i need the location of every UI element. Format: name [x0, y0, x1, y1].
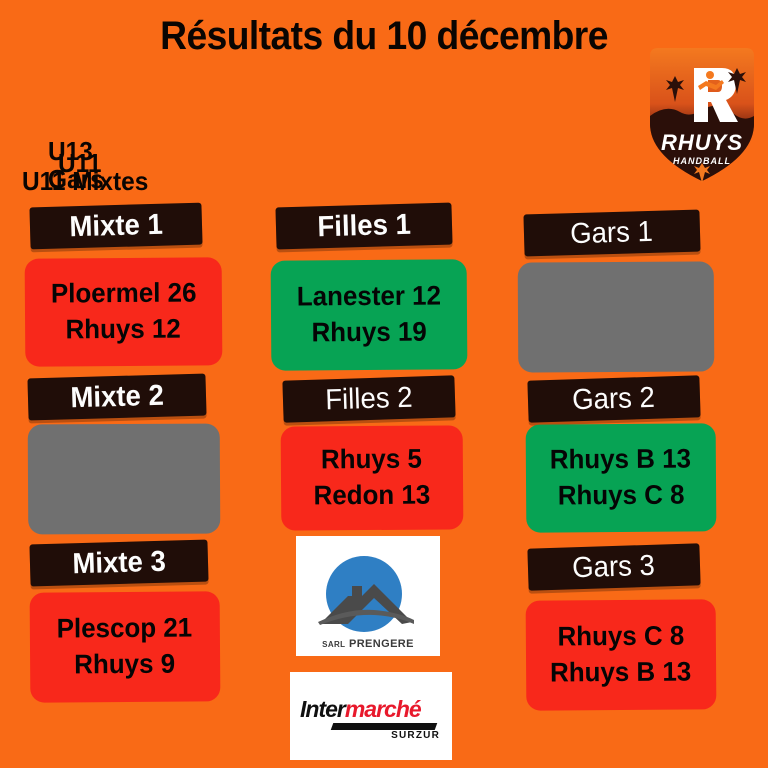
- match-result-gars-2: Rhuys B 13 Rhuys C 8: [525, 423, 717, 533]
- result-line-1: Lanester 12: [296, 280, 442, 312]
- match-label-filles-1: Filles 1: [275, 202, 453, 250]
- result-line-2: Rhuys B 13: [550, 656, 692, 688]
- match-label-mixte-2: Mixte 2: [27, 373, 207, 421]
- column-heading-u11-mixtes: U11 Mixtes: [22, 166, 149, 196]
- column-heading-u13-gars: U13 Gars: [48, 136, 104, 194]
- result-line-2: Redon 13: [313, 479, 431, 511]
- prengere-wordmark: SARL PRENGERE: [296, 638, 440, 650]
- shield-icon: RHUYS HANDBALL: [650, 48, 754, 183]
- result-line-1: Plescop 21: [57, 612, 193, 644]
- match-result-mixte-3: Plescop 21 Rhuys 9: [29, 591, 221, 703]
- match-result-mixte-2: [27, 423, 221, 535]
- result-line-2: Rhuys 19: [311, 316, 427, 348]
- intermarche-town: SURZUR: [391, 730, 440, 741]
- result-line-2: Rhuys 9: [74, 648, 176, 680]
- intermarche-part2: marché: [344, 696, 422, 722]
- match-result-filles-2: Rhuys 5 Redon 13: [280, 425, 464, 531]
- logo-club-name: RHUYS: [661, 130, 743, 155]
- result-line-1: Ploermel 26: [50, 277, 197, 309]
- sponsor-logo-intermarche: Intermarché SURZUR: [290, 672, 452, 760]
- match-label-filles-2: Filles 2: [282, 375, 456, 423]
- prengere-name: PRENGERE: [348, 638, 414, 650]
- intermarche-underline-bar: [330, 723, 438, 730]
- match-result-mixte-1: Ploermel 26 Rhuys 12: [24, 257, 223, 367]
- prengere-prefix: SARL: [322, 640, 346, 649]
- sponsor-logo-prengere: SARL PRENGERE: [296, 536, 440, 656]
- prengere-house-icon: [318, 584, 414, 625]
- result-line-2: Rhuys C 8: [557, 479, 685, 511]
- intermarche-wordmark: Intermarché: [300, 696, 442, 723]
- match-label-gars-3: Gars 3: [527, 543, 701, 591]
- match-label-mixte-1: Mixte 1: [29, 202, 203, 250]
- rhuys-handball-shield-logo: RHUYS HANDBALL: [646, 44, 758, 184]
- match-result-filles-1: Lanester 12 Rhuys 19: [270, 259, 468, 371]
- result-line-1: Rhuys C 8: [557, 620, 685, 652]
- page-title: Résultats du 10 décembre: [160, 14, 608, 58]
- match-result-gars-3: Rhuys C 8 Rhuys B 13: [525, 599, 717, 711]
- match-label-mixte-3: Mixte 3: [29, 539, 209, 587]
- result-line-2: Rhuys 12: [65, 313, 182, 345]
- intermarche-part1: Inter: [300, 696, 346, 722]
- result-line-1: Rhuys 5: [321, 444, 423, 475]
- match-label-gars-2: Gars 2: [527, 375, 701, 423]
- column-heading-u11: U11: [58, 148, 102, 178]
- logo-sport-name: HANDBALL: [673, 156, 731, 166]
- match-label-gars-1: Gars 1: [523, 209, 701, 257]
- match-result-gars-1: [517, 261, 715, 373]
- result-line-1: Rhuys B 13: [550, 443, 692, 475]
